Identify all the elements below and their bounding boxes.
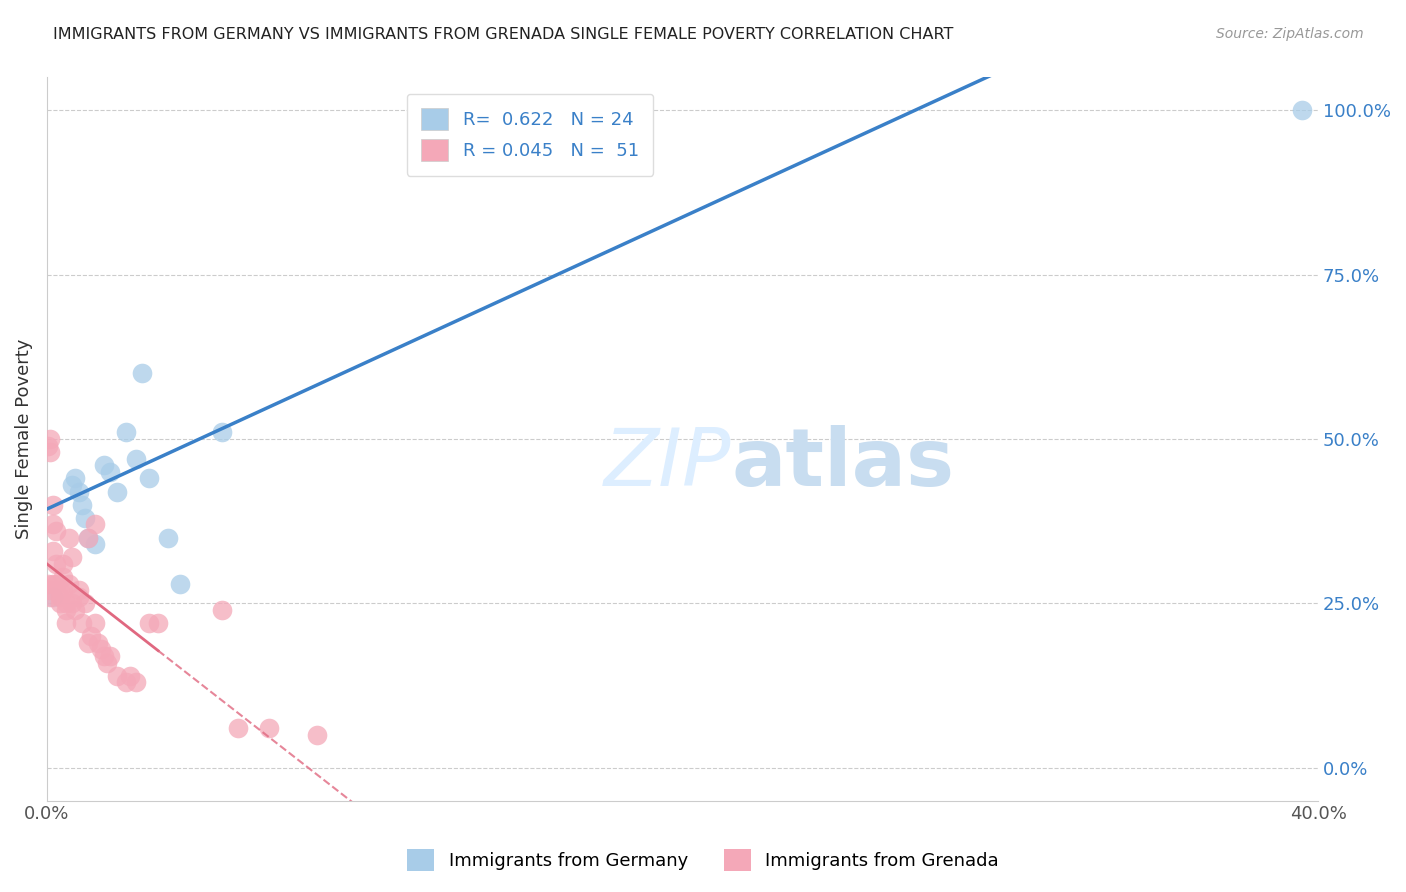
Point: [67, 590, 90, 604]
Point: [138, 616, 160, 631]
Text: atlas: atlas: [731, 425, 955, 503]
Point: [39, 445, 62, 459]
Point: [58, 576, 80, 591]
Point: [55, 603, 77, 617]
Y-axis label: Single Female Poverty: Single Female Poverty: [15, 339, 32, 540]
Point: [60, 478, 83, 492]
Point: [65, 471, 87, 485]
Point: [125, 675, 148, 690]
Point: [211, 425, 233, 440]
Point: [73, 511, 96, 525]
Point: [60, 596, 83, 610]
Point: [1291, 103, 1313, 118]
Point: [100, 465, 122, 479]
Point: [169, 576, 191, 591]
Point: [39, 432, 62, 446]
Point: [39, 590, 62, 604]
Point: [48, 596, 70, 610]
Point: [93, 648, 115, 663]
Point: [259, 721, 281, 735]
Point: [70, 498, 93, 512]
Point: [42, 543, 65, 558]
Point: [115, 425, 138, 440]
Point: [118, 669, 141, 683]
Point: [77, 636, 100, 650]
Point: [48, 583, 70, 598]
Point: [52, 557, 75, 571]
Point: [131, 366, 153, 380]
Point: [211, 603, 233, 617]
Point: [138, 471, 160, 485]
Point: [52, 583, 75, 598]
Point: [83, 517, 105, 532]
Point: [115, 675, 138, 690]
Text: ZIP: ZIP: [603, 425, 731, 503]
Point: [560, 103, 582, 118]
Point: [39, 583, 62, 598]
Point: [65, 603, 87, 617]
Point: [156, 531, 179, 545]
Point: [60, 550, 83, 565]
Legend: R=  0.622   N = 24, R = 0.045   N =  51: R= 0.622 N = 24, R = 0.045 N = 51: [406, 94, 654, 176]
Point: [83, 537, 105, 551]
Point: [544, 103, 567, 118]
Point: [77, 531, 100, 545]
Point: [52, 570, 75, 584]
Point: [58, 531, 80, 545]
Point: [45, 557, 67, 571]
Point: [55, 616, 77, 631]
Point: [42, 498, 65, 512]
Point: [77, 531, 100, 545]
Point: [45, 576, 67, 591]
Point: [100, 648, 122, 663]
Point: [45, 524, 67, 538]
Point: [42, 590, 65, 604]
Text: Source: ZipAtlas.com: Source: ZipAtlas.com: [1216, 27, 1364, 41]
Point: [67, 484, 90, 499]
Point: [226, 721, 249, 735]
Point: [146, 616, 169, 631]
Point: [48, 590, 70, 604]
Point: [37, 576, 59, 591]
Point: [96, 656, 118, 670]
Point: [80, 629, 103, 643]
Text: IMMIGRANTS FROM GERMANY VS IMMIGRANTS FROM GRENADA SINGLE FEMALE POVERTY CORRELA: IMMIGRANTS FROM GERMANY VS IMMIGRANTS FR…: [53, 27, 953, 42]
Point: [125, 451, 148, 466]
Point: [105, 669, 128, 683]
Point: [67, 583, 90, 598]
Point: [70, 616, 93, 631]
Point: [42, 517, 65, 532]
Point: [93, 458, 115, 473]
Point: [105, 484, 128, 499]
Point: [592, 103, 614, 118]
Legend: Immigrants from Germany, Immigrants from Grenada: Immigrants from Germany, Immigrants from…: [399, 842, 1007, 879]
Point: [55, 596, 77, 610]
Point: [90, 642, 112, 657]
Point: [83, 616, 105, 631]
Point: [305, 728, 328, 742]
Point: [73, 596, 96, 610]
Point: [37, 439, 59, 453]
Point: [87, 636, 110, 650]
Point: [42, 576, 65, 591]
